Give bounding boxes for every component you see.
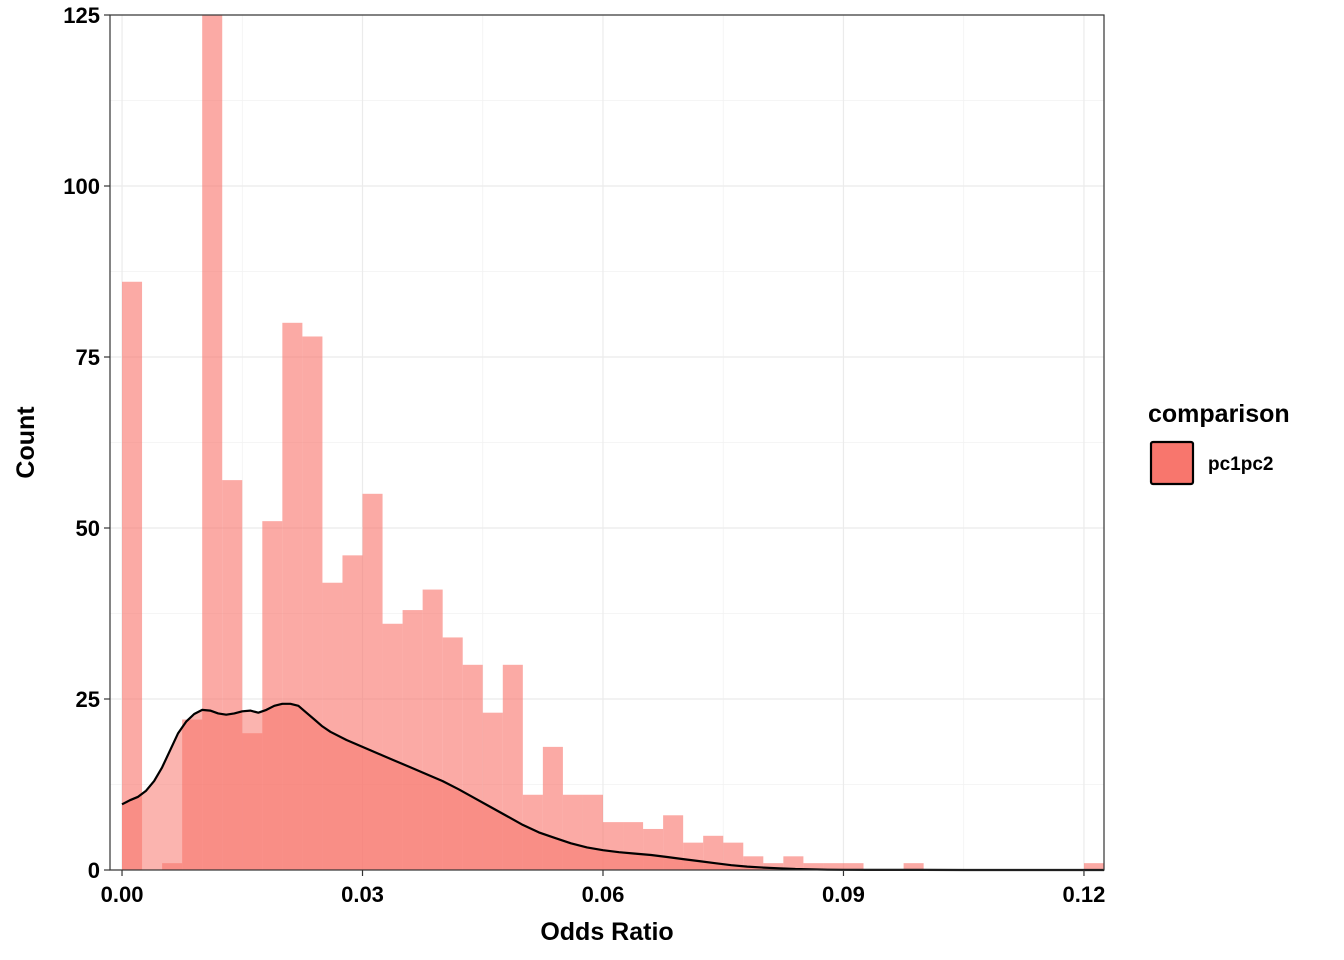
histogram-bar — [202, 15, 223, 870]
x-tick-label: 0.03 — [341, 882, 384, 907]
histogram-bar — [763, 863, 784, 870]
x-axis: 0.00 0.03 0.06 0.09 0.12 — [101, 870, 1106, 907]
histogram-bar — [1083, 863, 1104, 870]
y-tick-label: 0 — [88, 858, 100, 883]
legend-key-pc1pc2 — [1149, 440, 1195, 486]
histogram-bar — [803, 863, 824, 870]
histogram-bar — [783, 856, 804, 870]
x-axis-title: Odds Ratio — [540, 918, 673, 946]
legend-title: comparison — [1148, 400, 1290, 428]
legend-label-pc1pc2: pc1pc2 — [1208, 454, 1273, 475]
x-tick-label: 0.06 — [582, 882, 625, 907]
legend: comparison pc1pc2 — [1148, 400, 1290, 486]
density-area — [122, 703, 1104, 870]
major-gridlines — [110, 14, 1104, 871]
y-tick-label: 125 — [63, 3, 100, 28]
y-axis: 0 25 50 75 100 125 — [63, 3, 110, 883]
x-tick-label: 0.12 — [1063, 882, 1106, 907]
y-tick-label: 25 — [76, 687, 100, 712]
histogram-bar — [122, 281, 143, 870]
histogram-bar — [843, 863, 864, 870]
density-layer — [121, 702, 1104, 872]
x-tick-label: 0.09 — [822, 882, 865, 907]
x-tick-label: 0.00 — [101, 882, 144, 907]
y-tick-label: 50 — [76, 516, 100, 541]
histogram-bar — [903, 863, 924, 870]
y-tick-label: 75 — [76, 345, 100, 370]
y-axis-title: Count — [12, 406, 40, 479]
histogram-bar — [723, 842, 744, 870]
histogram-bar — [823, 863, 844, 870]
panel-border — [109, 14, 1105, 871]
y-tick-label: 100 — [63, 174, 100, 199]
density-line — [121, 702, 1104, 872]
